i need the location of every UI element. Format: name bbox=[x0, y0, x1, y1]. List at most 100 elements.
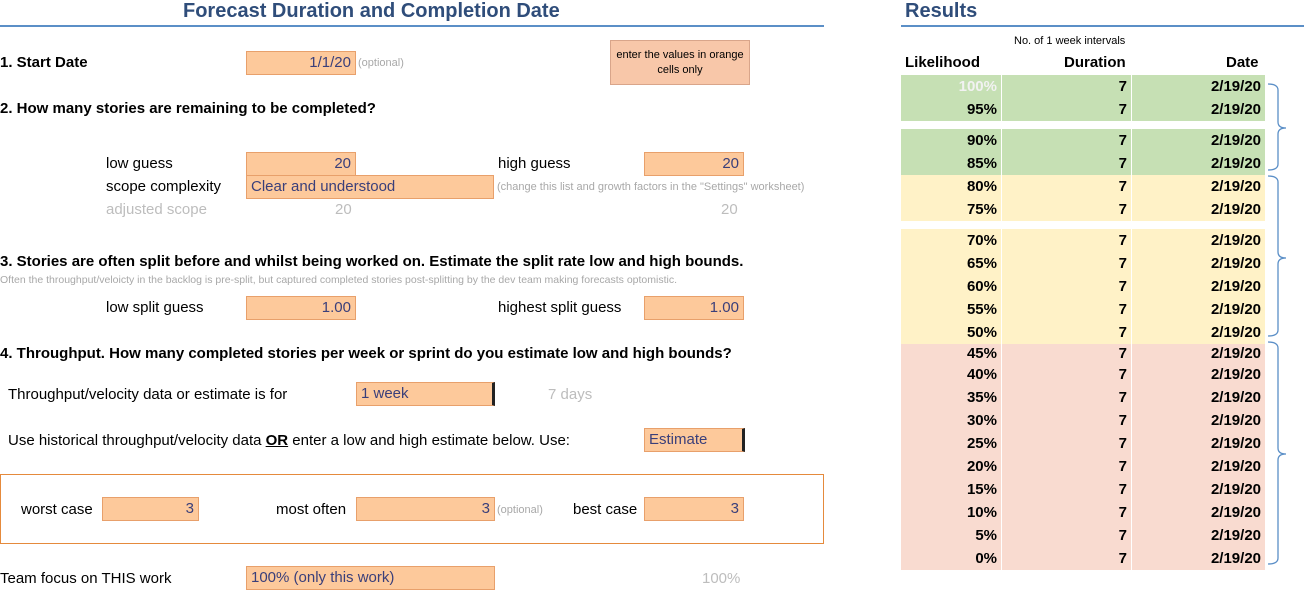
results-row: 45% 7 2/19/20 bbox=[901, 344, 1265, 363]
likelihood-cell: 0% bbox=[975, 550, 997, 567]
results-row: 80% 7 2/19/20 bbox=[901, 175, 1265, 198]
likelihood-cell: 40% bbox=[966, 366, 997, 383]
date-cell: 2/19/20 bbox=[1131, 252, 1265, 275]
throughput-period-select[interactable]: 1 week bbox=[356, 382, 495, 406]
date-cell: 2/19/20 bbox=[1131, 409, 1265, 432]
date-cell: 2/19/20 bbox=[1131, 275, 1265, 298]
results-row: 90% 7 2/19/20 bbox=[901, 129, 1265, 152]
estimate-group-box bbox=[0, 474, 824, 544]
most-often-label: most often bbox=[276, 501, 347, 518]
duration-cell: 7 bbox=[1001, 98, 1131, 121]
date-cell: 2/19/20 bbox=[1131, 98, 1265, 121]
date-cell: 2/19/20 bbox=[1131, 501, 1265, 524]
date-cell: 2/19/20 bbox=[1131, 229, 1265, 252]
intervals-note: No. of 1 week intervals bbox=[1014, 35, 1126, 47]
high-guess-input[interactable]: 20 bbox=[644, 152, 744, 176]
results-row: 85% 7 2/19/20 bbox=[901, 152, 1265, 175]
q4-label: 4. Throughput. How many completed storie… bbox=[0, 345, 732, 362]
duration-cell: 7 bbox=[1001, 524, 1131, 547]
likelihood-cell: 95% bbox=[966, 101, 997, 118]
likelihood-cell: 35% bbox=[966, 389, 997, 406]
best-case-label: best case bbox=[573, 501, 638, 518]
likelihood-cell: 15% bbox=[966, 481, 997, 498]
date-cell: 2/19/20 bbox=[1131, 363, 1265, 386]
date-cell: 2/19/20 bbox=[1131, 386, 1265, 409]
date-cell: 2/19/20 bbox=[1131, 152, 1265, 175]
date-cell: 2/19/20 bbox=[1131, 478, 1265, 501]
low-split-input[interactable]: 1.00 bbox=[246, 296, 356, 320]
likelihood-cell: 55% bbox=[966, 301, 997, 318]
results-row: 0% 7 2/19/20 bbox=[901, 547, 1265, 570]
results-underline bbox=[901, 25, 1304, 27]
adjusted-scope-low: 20 bbox=[335, 201, 352, 218]
likelihood-brackets bbox=[1267, 83, 1287, 565]
start-date-optional-note: (optional) bbox=[358, 57, 404, 69]
high-guess-label: high guess bbox=[498, 155, 571, 172]
duration-cell: 7 bbox=[1001, 455, 1131, 478]
results-row: 75% 7 2/19/20 bbox=[901, 198, 1265, 221]
worst-case-input[interactable]: 3 bbox=[102, 497, 199, 521]
data-source-select[interactable]: Estimate bbox=[644, 428, 745, 452]
low-split-label: low split guess bbox=[106, 299, 204, 316]
low-guess-input[interactable]: 20 bbox=[246, 152, 356, 176]
bracket-low-confidence bbox=[1267, 341, 1287, 565]
bracket-high-confidence bbox=[1267, 83, 1287, 171]
likelihood-cell: 60% bbox=[966, 278, 997, 295]
likelihood-cell: 100% bbox=[958, 78, 997, 95]
date-cell: 2/19/20 bbox=[1131, 524, 1265, 547]
scope-complexity-note: (change this list and growth factors in … bbox=[497, 181, 805, 193]
likelihood-cell: 65% bbox=[966, 255, 997, 272]
date-cell: 2/19/20 bbox=[1131, 298, 1265, 321]
date-cell: 2/19/20 bbox=[1131, 175, 1265, 198]
duration-cell: 7 bbox=[1001, 386, 1131, 409]
scope-complexity-select[interactable]: Clear and understood bbox=[246, 175, 494, 199]
results-row: 10% 7 2/19/20 bbox=[901, 501, 1265, 524]
low-guess-label: low guess bbox=[106, 155, 173, 172]
duration-cell: 7 bbox=[1001, 478, 1131, 501]
date-header: Date bbox=[1226, 54, 1259, 71]
q2-label: 2. How many stories are remaining to be … bbox=[0, 100, 376, 117]
results-row: 95% 7 2/19/20 bbox=[901, 98, 1265, 121]
likelihood-cell: 80% bbox=[966, 178, 997, 195]
team-focus-select[interactable]: 100% (only this work) bbox=[246, 566, 495, 590]
date-cell: 2/19/20 bbox=[1131, 547, 1265, 570]
team-focus-computed: 100% bbox=[702, 570, 741, 587]
date-cell: 2/19/20 bbox=[1131, 321, 1265, 344]
date-cell: 2/19/20 bbox=[1131, 75, 1265, 98]
likelihood-cell: 20% bbox=[966, 458, 997, 475]
likelihood-cell: 85% bbox=[966, 155, 997, 172]
duration-cell: 7 bbox=[1001, 275, 1131, 298]
duration-cell: 7 bbox=[1001, 175, 1131, 198]
best-case-input[interactable]: 3 bbox=[644, 497, 744, 521]
duration-cell: 7 bbox=[1001, 547, 1131, 570]
start-date-input[interactable]: 1/1/20 bbox=[246, 51, 356, 75]
most-often-input[interactable]: 3 bbox=[356, 497, 495, 521]
results-row: 35% 7 2/19/20 bbox=[901, 386, 1265, 409]
duration-cell: 7 bbox=[1001, 152, 1131, 175]
high-split-input[interactable]: 1.00 bbox=[644, 296, 744, 320]
duration-cell: 7 bbox=[1001, 501, 1131, 524]
duration-cell: 7 bbox=[1001, 409, 1131, 432]
title-underline bbox=[0, 25, 824, 27]
likelihood-cell: 45% bbox=[966, 345, 997, 362]
date-cell: 2/19/20 bbox=[1131, 344, 1265, 363]
q3-note: Often the throughput/veloicty in the bac… bbox=[0, 274, 678, 286]
worst-case-label: worst case bbox=[21, 501, 93, 518]
duration-cell: 7 bbox=[1001, 363, 1131, 386]
throughput-period-days: 7 days bbox=[548, 386, 593, 403]
throughput-period-label: Throughput/velocity data or estimate is … bbox=[8, 386, 288, 403]
date-cell: 2/19/20 bbox=[1131, 455, 1265, 478]
results-row: 65% 7 2/19/20 bbox=[901, 252, 1265, 275]
duration-header: Duration bbox=[1064, 54, 1126, 71]
duration-cell: 7 bbox=[1001, 321, 1131, 344]
adjusted-scope-label: adjusted scope bbox=[106, 201, 207, 218]
results-row: 25% 7 2/19/20 bbox=[901, 432, 1265, 455]
likelihood-cell: 70% bbox=[966, 232, 997, 249]
results-row: 40% 7 2/19/20 bbox=[901, 363, 1265, 386]
results-title: Results bbox=[905, 0, 978, 22]
date-cell: 2/19/20 bbox=[1131, 198, 1265, 221]
likelihood-cell: 30% bbox=[966, 412, 997, 429]
q3-label: 3. Stories are often split before and wh… bbox=[0, 253, 744, 270]
q1-label: 1. Start Date bbox=[0, 54, 88, 71]
duration-cell: 7 bbox=[1001, 252, 1131, 275]
